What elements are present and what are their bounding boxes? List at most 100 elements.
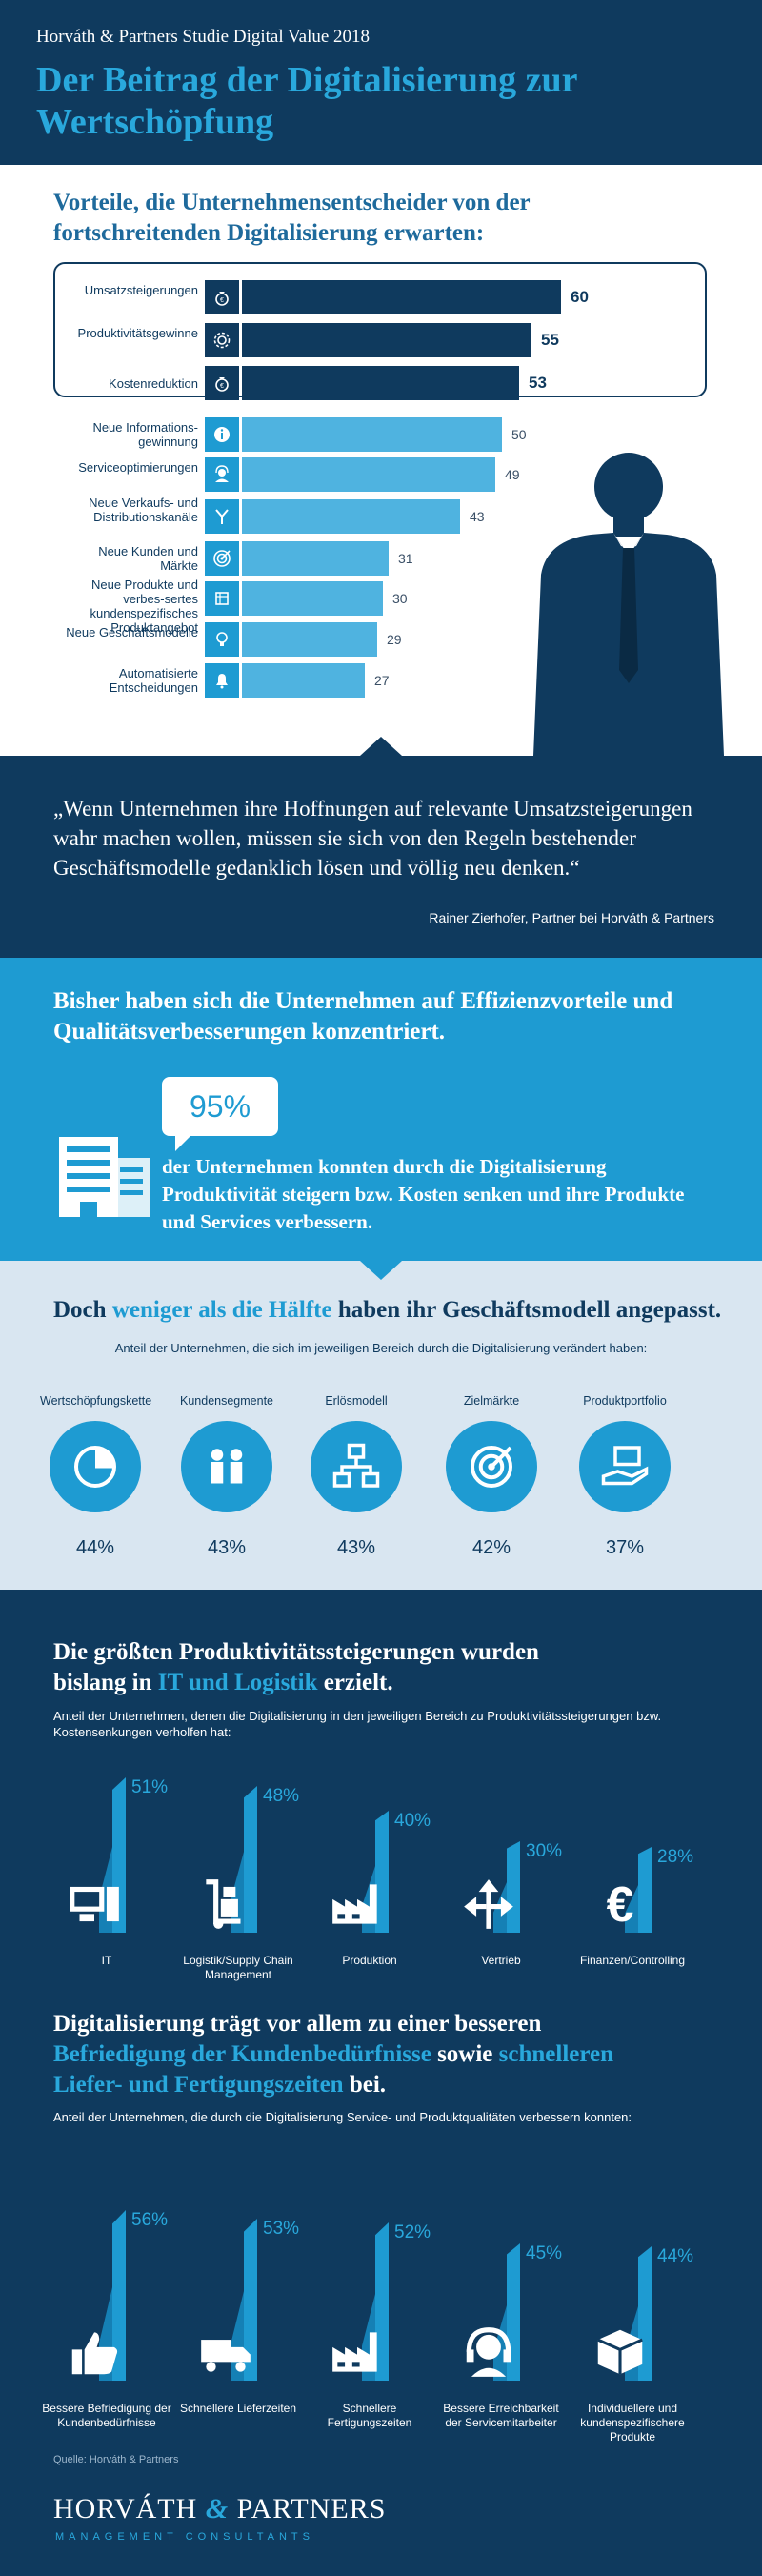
money-bag-icon: € xyxy=(205,280,239,314)
percent-value: 30% xyxy=(526,1841,563,1861)
business-model-item: Erlösmodell 43% xyxy=(301,1394,411,1559)
business-model-title: Doch weniger als die Hälfte haben ihr Ge… xyxy=(53,1297,721,1324)
bar xyxy=(375,1811,389,1933)
title-part: bei. xyxy=(349,2072,387,2098)
source-note: Quelle: Horváth & Partners xyxy=(53,2454,179,2465)
factory-icon xyxy=(328,2322,387,2386)
factory-icon xyxy=(328,1875,387,1938)
productivity-title: Die größten Produktivitätssteigerungen w… xyxy=(53,1637,587,1698)
target-icon xyxy=(446,1421,537,1512)
people-icon xyxy=(181,1421,272,1512)
bar-label: Neue Kunden und Märkte xyxy=(98,544,198,573)
bar-label: Umsatzsteigerungen xyxy=(84,283,198,297)
category-label: Bessere Befriedigung der Kundenbedürfnis… xyxy=(42,2402,171,2429)
bar-value: 29 xyxy=(387,632,402,647)
support-agent-icon xyxy=(205,457,239,492)
title-highlight: IT und Logistik xyxy=(157,1670,318,1695)
hand-card-icon xyxy=(579,1421,671,1512)
bar xyxy=(242,366,519,400)
logo-part: PARTNERS xyxy=(236,2493,387,2525)
svg-text:€: € xyxy=(220,297,224,304)
business-model-item: Kundensegmente 43% xyxy=(171,1394,282,1559)
percent-bubble: 95% xyxy=(162,1077,278,1151)
bar xyxy=(242,663,365,698)
bar-value: 53 xyxy=(529,374,547,392)
bar-label: Produktivitätsgewinne xyxy=(77,326,198,340)
percent-value: 51% xyxy=(131,1777,169,1797)
productivity-subtitle: Anteil der Unternehmen, denen die Digita… xyxy=(53,1709,662,1739)
bar xyxy=(244,2219,257,2381)
percent-value: 43% xyxy=(336,1537,376,1558)
efficiency-section: Bisher haben sich die Unternehmen auf Ef… xyxy=(0,958,762,1261)
title-part: erzielt. xyxy=(323,1670,393,1695)
bar-value: 30 xyxy=(392,591,408,606)
percent-value: 53% xyxy=(263,2219,300,2239)
category-label: Wertschöpfungskette xyxy=(40,1394,152,1408)
header: Horváth & Partners Studie Digital Value … xyxy=(0,0,762,165)
bar xyxy=(242,417,502,452)
category-label: Schnellere Lieferzeiten xyxy=(179,2402,297,2415)
bar xyxy=(242,581,383,616)
channels-icon xyxy=(205,499,239,534)
category-label: Produktportfolio xyxy=(583,1394,667,1408)
office-building-icon xyxy=(59,1137,150,1217)
efficiency-text: der Unternehmen konnten durch die Digita… xyxy=(162,1155,685,1233)
pie-chart-icon xyxy=(50,1421,141,1512)
bar xyxy=(242,499,460,534)
category-label: Erlösmodell xyxy=(325,1394,388,1408)
business-model-item: Wertschöpfungskette 44% xyxy=(40,1394,152,1559)
category-label: Schnellere Fertigungszeiten xyxy=(327,2402,412,2429)
category-label: Finanzen/Controlling xyxy=(579,1954,686,1967)
bar-value: 43 xyxy=(470,509,485,524)
bar-label: Neue Produkte und verbes-sertes kundensp… xyxy=(90,577,198,635)
flowchart-icon xyxy=(311,1421,402,1512)
bar xyxy=(242,622,377,657)
bar-row: Neue Produkte und verbes-sertes kundensp… xyxy=(57,578,724,635)
bar xyxy=(242,541,389,576)
title-highlight: weniger als die Hälfte xyxy=(111,1297,332,1323)
title-highlight: Befriedigung der Kundenbedürfnisse xyxy=(53,2041,431,2067)
bar-label: Neue Geschäftsmodelle xyxy=(66,625,198,639)
title-highlight: schnelleren Liefer- und Fertigungszeiten xyxy=(53,2041,614,2098)
percent-value: 40% xyxy=(394,1811,431,1831)
bar xyxy=(112,2210,126,2381)
target-icon xyxy=(205,541,239,576)
bar-row: Automatisierte Entscheidungen 27 xyxy=(57,663,724,698)
category-label: Zielmärkte xyxy=(463,1394,520,1408)
title-part: sowie xyxy=(437,2041,493,2067)
percent-value: 28% xyxy=(657,1847,694,1867)
bar xyxy=(375,2222,389,2381)
service-title: Digitalisierung trägt vor allem zu einer… xyxy=(53,2009,663,2100)
logo-tagline: MANAGEMENT CONSULTANTS xyxy=(55,2531,314,2543)
percent-value: 42% xyxy=(471,1537,511,1558)
delivery-truck-icon xyxy=(196,2322,255,2386)
bar-value: 60 xyxy=(571,288,589,306)
lightbulb-icon xyxy=(205,622,239,657)
productivity-section: Die größten Produktivitätssteigerungen w… xyxy=(0,1590,762,2576)
bar-row: Serviceoptimierungen 49 xyxy=(57,457,724,492)
category-label: Logistik/Supply Chain Management xyxy=(183,1954,293,1981)
businessman-silhouette-icon xyxy=(533,453,724,756)
study-kicker: Horváth & Partners Studie Digital Value … xyxy=(36,27,371,47)
percent-value: 37% xyxy=(605,1537,645,1558)
info-icon xyxy=(205,417,239,452)
bar-value: 49 xyxy=(505,467,520,482)
bar-value: 55 xyxy=(541,331,559,349)
category-label: Bessere Erreichbarkeit der Servicemitarb… xyxy=(443,2402,559,2429)
euro-icon: € xyxy=(591,1875,650,1938)
bar-label: Kostenreduktion xyxy=(109,375,198,391)
bar-label: Automatisierte Entscheidungen xyxy=(109,666,198,695)
bar-label: Neue Verkaufs- und Distributionskanäle xyxy=(89,495,198,524)
category-label: Kundensegmente xyxy=(180,1394,273,1408)
business-model-item: Produktportfolio 37% xyxy=(570,1394,680,1559)
efficiency-title: Bisher haben sich die Unternehmen auf Ef… xyxy=(53,988,673,1045)
bar-row: Neue Informations-gewinnung 50 xyxy=(57,417,724,452)
category-label: IT xyxy=(101,1954,112,1967)
percent-value: 52% xyxy=(394,2222,431,2242)
quote-text: „Wenn Unternehmen ihre Hoffnungen auf re… xyxy=(53,797,692,880)
percent-value: 44% xyxy=(75,1537,115,1558)
business-model-item: Zielmärkte 42% xyxy=(436,1394,547,1559)
bar-value: 27 xyxy=(374,673,390,688)
company-logo: HORVÁTH & PARTNERS xyxy=(53,2493,386,2525)
